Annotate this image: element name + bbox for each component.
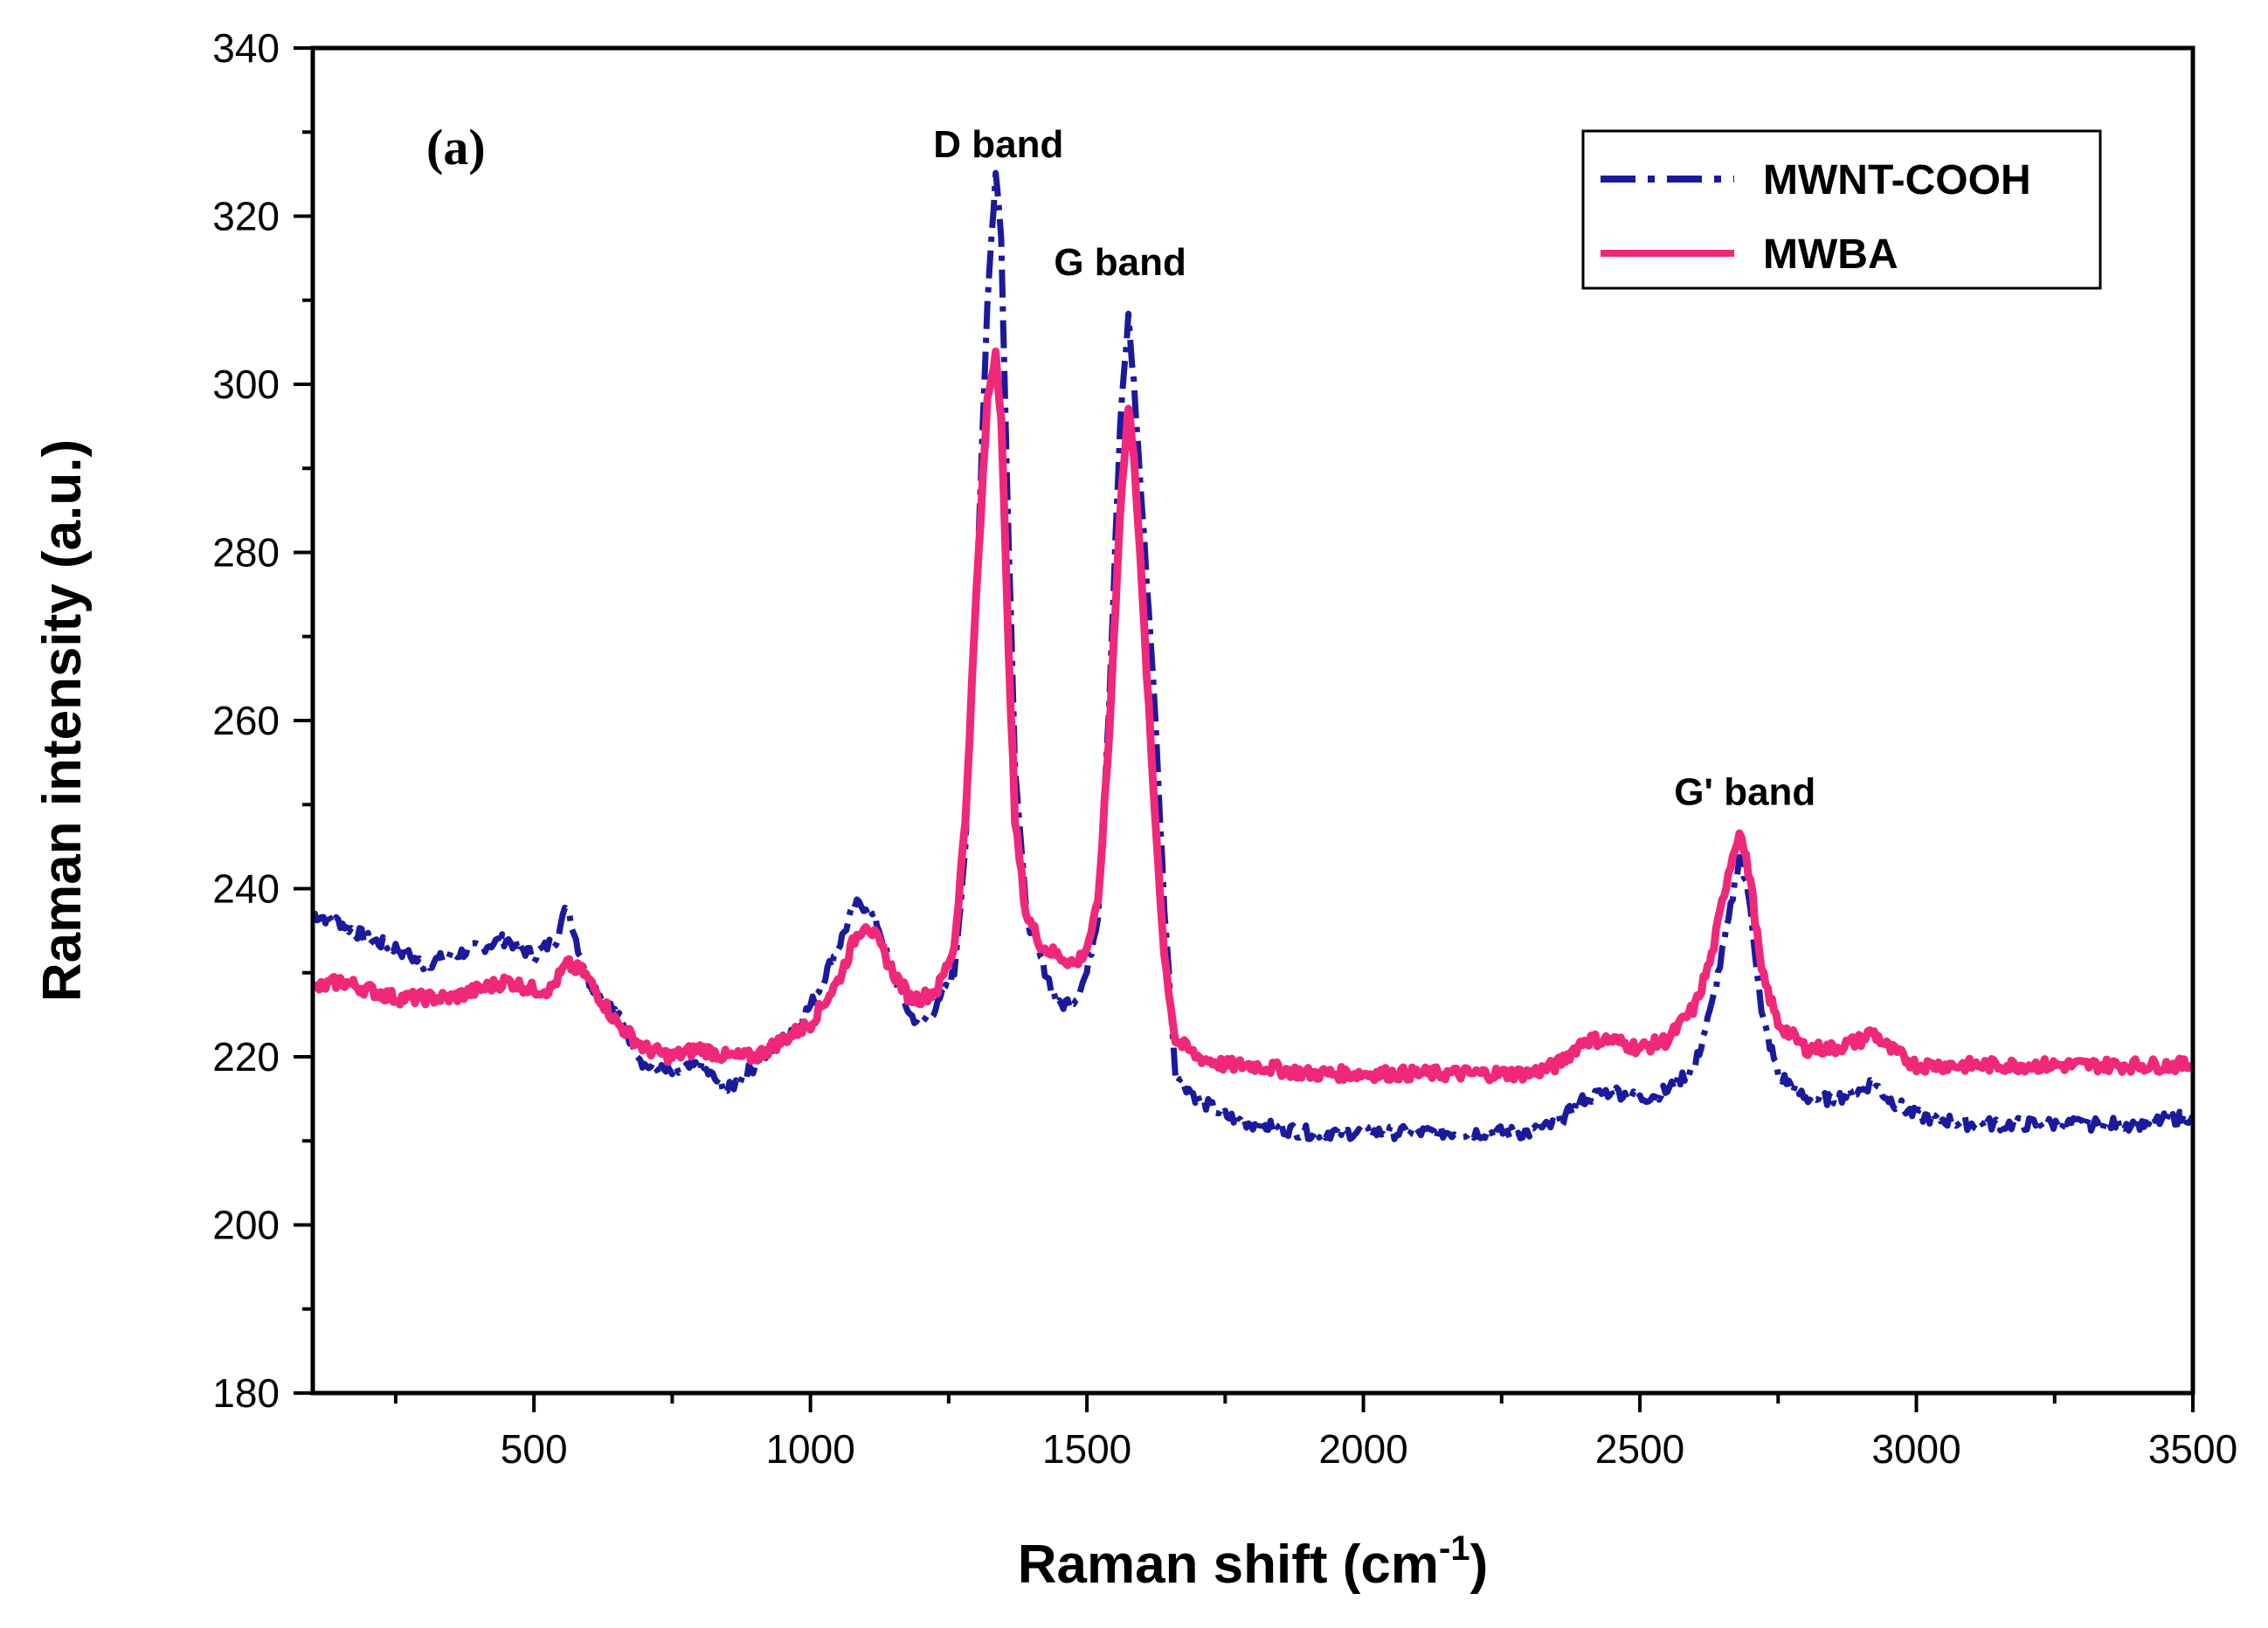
annotation-layer: D band G band G' band xyxy=(933,123,1815,813)
x-tick-label: 500 xyxy=(501,1426,568,1472)
legend-box xyxy=(1581,129,2102,290)
y-tick-label: 260 xyxy=(212,698,280,743)
x-axis: 500 1000 1500 2000 2500 3000 3500 xyxy=(393,1393,2237,1472)
x-tick-label: 3500 xyxy=(2148,1426,2237,1472)
legend-label-mwba: MWBA xyxy=(1763,231,1898,278)
y-tick-label: 340 xyxy=(212,25,280,71)
y-tick-label: 320 xyxy=(212,194,280,239)
legend: MWNT-COOH MWBA xyxy=(1581,129,2102,290)
band-annotation: D band xyxy=(933,123,1063,166)
y-tick-label: 280 xyxy=(212,530,280,576)
x-tick-label: 2500 xyxy=(1595,1426,1684,1472)
y-tick-label: 180 xyxy=(212,1370,280,1416)
y-tick-label: 200 xyxy=(212,1203,280,1248)
x-tick-label: 1500 xyxy=(1042,1426,1131,1472)
x-tick-label: 2000 xyxy=(1318,1426,1407,1472)
y-axis-title: Raman intensity (a.u.) xyxy=(32,439,93,1002)
y-tick-label: 240 xyxy=(212,866,280,912)
band-annotation: G band xyxy=(1054,241,1186,284)
series-line-mwba xyxy=(313,347,2193,1085)
x-tick-label: 3000 xyxy=(1871,1426,1960,1472)
y-tick-label: 300 xyxy=(212,362,280,407)
series-layer xyxy=(313,169,2193,1142)
legend-label-mwnt-cooh: MWNT-COOH xyxy=(1763,157,2031,204)
panel-label: (a) xyxy=(426,119,486,176)
band-annotation: G' band xyxy=(1674,770,1815,813)
x-tick-label: 1000 xyxy=(765,1426,854,1472)
x-axis-title: Raman shift (cm-1) xyxy=(1018,1529,1489,1595)
y-axis: 180 200 220 240 260 280 300 320 340 xyxy=(212,25,313,1416)
y-tick-label: 220 xyxy=(212,1034,280,1080)
